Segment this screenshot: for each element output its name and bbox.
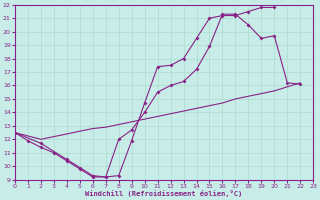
X-axis label: Windchill (Refroidissement éolien,°C): Windchill (Refroidissement éolien,°C) bbox=[85, 190, 243, 197]
